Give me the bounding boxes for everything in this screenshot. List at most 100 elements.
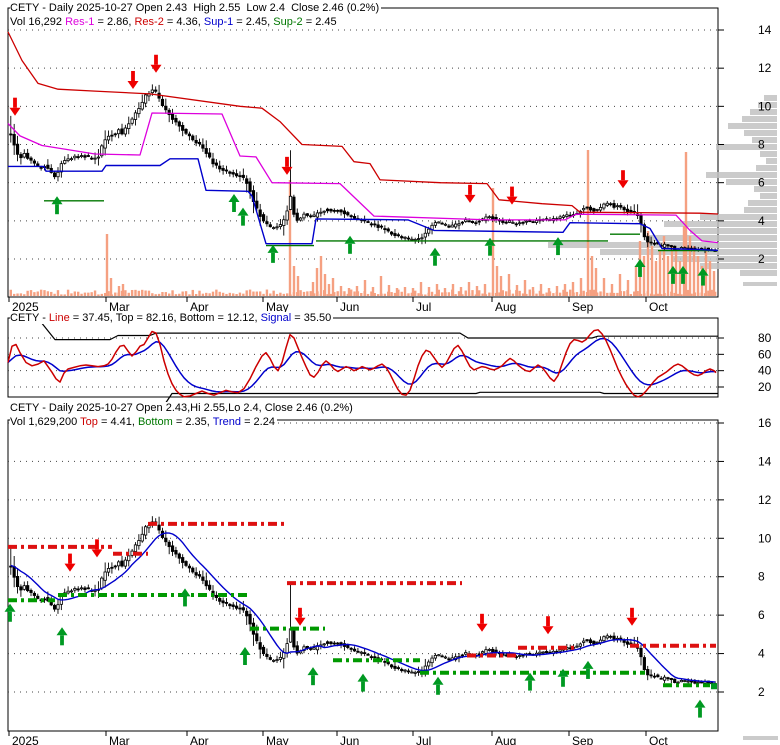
volume-spike [610,284,614,296]
volume-bar [488,292,491,296]
arrow-shaft [488,245,492,256]
candle-body [238,175,242,178]
volume-bar [599,291,602,296]
candle-body [133,544,138,552]
candle-body [582,640,586,643]
candle-body [443,223,448,226]
candle-body [66,590,70,594]
candle-body [120,560,124,567]
volume-spike [403,287,407,296]
volume-spike [682,226,686,296]
volume-bar [26,290,29,296]
candle-body [568,214,572,217]
volume-bars [9,150,717,296]
candle-body [53,172,57,178]
volume-bar [258,291,262,296]
volume-bar [542,293,545,296]
volume-bar [653,294,656,296]
profile-bar [744,130,777,136]
arrow-shaft [232,201,236,212]
candle-body [167,541,171,548]
buy-arrow-icon [484,237,496,246]
candle-body [666,677,670,680]
header-part: Line [48,312,70,324]
candle-body [130,118,134,124]
volume-spike [109,278,113,296]
panel1-header-line2: Vol 16,292 Res-1 = 2.86, Res-2 = 4.36, S… [10,16,339,28]
candle-body [605,635,609,639]
volume-bar [107,291,110,296]
volume-spike [563,284,567,296]
candle-body [443,656,448,659]
candle-body [416,671,421,673]
candle-body [29,157,33,161]
volume-spike [590,256,594,296]
volume-spike [495,266,499,296]
volume-spike [411,288,415,296]
candle-body [346,644,350,648]
candle-body [312,214,316,217]
volume-spike [315,268,319,296]
candle-body [191,567,195,573]
candle-body [629,209,633,213]
arrow-shaft [13,97,17,108]
candle-body [366,221,370,223]
candle-body [218,598,222,602]
volume-bar [39,289,43,296]
candle-body [245,178,249,184]
arrow-shaft [561,676,565,687]
candle-body [177,553,181,559]
volume-bar [302,291,306,296]
x-axis-label: May [266,734,289,745]
candle-body [19,154,23,159]
oscillator-panel: 80 60 40 20 [7,317,772,403]
candle-body [470,220,475,224]
profile-bar [748,200,777,206]
candle-body [309,648,313,650]
candle-body [373,223,377,226]
trend-line [10,532,716,683]
volume-bar [9,289,12,296]
candle-body [673,678,677,683]
volume-bar [134,289,137,296]
candle-body [609,203,613,206]
profile-bar [750,109,777,115]
candle-body [450,224,454,228]
candles [9,516,717,687]
candle-body [285,643,289,654]
candle-body [413,671,417,674]
volume-bar [114,292,117,296]
candle-body [396,234,400,237]
candle-body [191,135,195,141]
candle-body [622,207,626,211]
volume-bar [178,293,181,296]
arrow-shaft [348,243,352,254]
candle-body [565,214,569,217]
volume-spike [688,236,692,296]
candle-body [524,220,529,223]
candle-body [174,550,178,555]
candle-body [275,659,279,661]
candle-body [278,656,283,660]
arrow-shaft [60,635,64,646]
volume-spike [712,271,716,296]
volume-spike [292,266,296,296]
volume-bar [16,293,19,296]
profile-bar [700,214,777,220]
profile-bar [740,270,777,276]
candle-body [113,565,117,568]
candle-body [120,128,124,135]
volume-bar [147,290,151,296]
candle-body [491,216,495,220]
candle-body [578,643,582,647]
volume-bar [87,292,90,296]
candle-body [292,196,296,215]
sell-arrow-icon [626,617,638,626]
candle-body [197,141,202,145]
candle-body [201,576,205,581]
arrow-shaft [701,275,705,286]
volume-spike [602,278,606,296]
volume-bar [53,293,56,296]
profile-bar [760,193,777,199]
volume-bar [710,289,713,296]
